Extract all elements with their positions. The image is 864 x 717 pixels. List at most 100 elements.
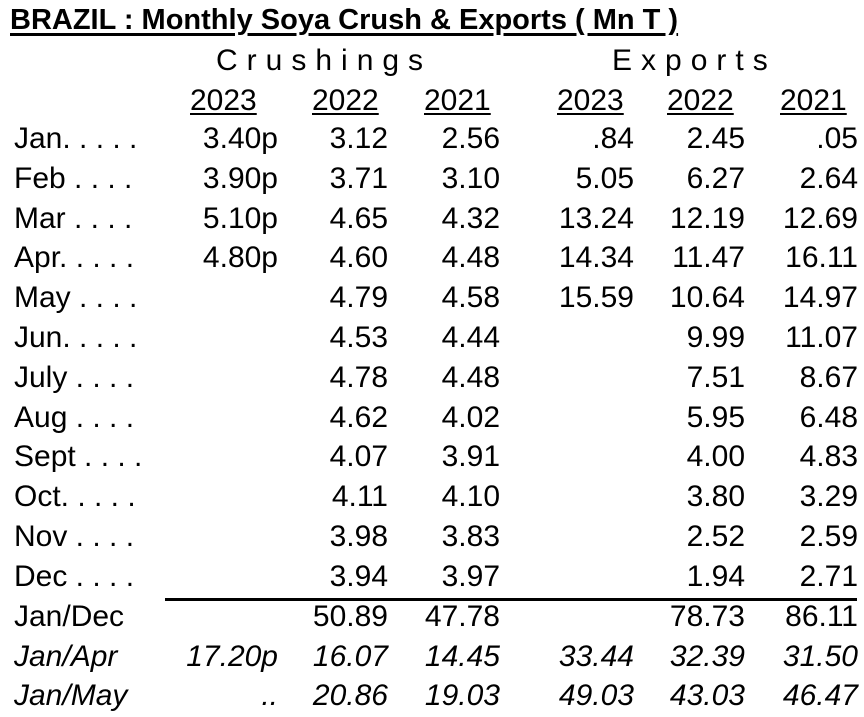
cell-exports-2022: 78.73 <box>669 600 745 633</box>
table-row: Oct. . . . . 4.11 4.10 3.80 3.29 <box>0 480 864 518</box>
table-row: Aug . . . . 4.62 4.02 5.95 6.48 <box>0 401 864 439</box>
cell-exports-2021: 16.11 <box>785 241 858 275</box>
cell-exports-2021: 8.67 <box>799 360 858 394</box>
cell-crush-2022: 4.60 <box>329 241 388 275</box>
cell-crush-2023: 3.90p <box>202 161 278 195</box>
cell-exports-2021: 2.59 <box>799 520 858 553</box>
cell-exports-2021: 2.64 <box>799 161 858 195</box>
table-row: Jan. . . . . 3.40p 3.12 2.56 .84 2.45 .05 <box>0 122 864 160</box>
row-label: Dec . . . . <box>14 559 135 593</box>
cell-exports-2021: 86.11 <box>785 600 858 633</box>
row-label: Nov . . . . <box>14 520 135 553</box>
table-row: July . . . . 4.78 4.48 7.51 8.67 <box>0 361 864 399</box>
row-label: Jan/May <box>14 679 128 712</box>
cell-exports-2023: .84 <box>592 122 634 155</box>
cell-crush-2021: 4.10 <box>441 480 500 514</box>
cell-crush-2022: 20.86 <box>312 679 388 712</box>
cell-crush-2023: 3.40p <box>202 122 278 155</box>
cell-crush-2022: 4.62 <box>329 400 388 434</box>
cell-crush-2021: 19.03 <box>424 679 500 712</box>
cell-crush-2022: 4.65 <box>329 201 388 235</box>
cell-crush-2022: 16.07 <box>312 639 388 673</box>
row-label: Jan. . . . . <box>14 122 138 155</box>
table-row: Mar . . . . 5.10p 4.65 4.32 13.24 12.19 12.69 <box>0 202 864 240</box>
cell-crush-2023: 5.10p <box>202 201 278 235</box>
cell-exports-2022: 43.03 <box>669 679 745 712</box>
row-label: Oct. . . . . <box>14 480 136 514</box>
cell-crush-2022: 4.79 <box>329 281 388 315</box>
cell-crush-2022: 4.11 <box>331 480 388 514</box>
cell-exports-2023: 33.44 <box>558 639 634 673</box>
cell-crush-2022: 4.07 <box>329 440 388 474</box>
cell-exports-2023: 14.34 <box>558 241 634 275</box>
cell-crush-2021: 4.02 <box>441 400 500 434</box>
cell-crush-2021: 4.58 <box>441 281 500 315</box>
cell-exports-2022: 2.45 <box>686 122 745 155</box>
table-row: Jan/Dec 50.89 47.78 78.73 86.11 <box>0 600 864 638</box>
cell-exports-2022: 1.94 <box>686 559 745 593</box>
cell-crush-2021: 2.56 <box>441 122 500 155</box>
cell-crush-2021: 3.83 <box>441 520 500 553</box>
cell-crush-2022: 3.94 <box>329 559 388 593</box>
cell-crush-2021: 14.45 <box>424 639 500 673</box>
cell-exports-2021: 12.69 <box>782 201 858 235</box>
cell-exports-2022: 32.39 <box>669 639 745 673</box>
row-label: Apr. . . . . <box>14 241 135 275</box>
exports-year-2022: 2022 <box>667 84 734 117</box>
cell-exports-2022: 5.95 <box>686 400 745 434</box>
row-label: Jan/Dec <box>14 600 125 633</box>
cell-exports-2023: 15.59 <box>558 281 634 315</box>
cell-crush-2023: 4.80p <box>202 241 278 275</box>
exports-group-header: Exports <box>612 44 777 77</box>
cell-exports-2022: 12.19 <box>669 201 745 235</box>
row-label: May . . . . <box>14 281 138 315</box>
table-title: BRAZIL : Monthly Soya Crush & Exports ( … <box>10 4 679 36</box>
cell-crush-2021: 47.78 <box>424 600 500 633</box>
cell-exports-2021: 6.48 <box>799 400 858 434</box>
cell-exports-2022: 10.64 <box>669 281 745 315</box>
row-label: July . . . . <box>14 360 135 394</box>
cell-exports-2023: 49.03 <box>558 679 634 712</box>
table-row: May . . . . 4.79 4.58 15.59 10.64 14.97 <box>0 281 864 319</box>
cell-exports-2022: 3.80 <box>686 480 745 514</box>
cell-exports-2022: 4.00 <box>686 440 745 474</box>
totals-divider <box>165 598 857 601</box>
cell-crush-2021: 3.97 <box>441 559 500 593</box>
cell-exports-2023: 5.05 <box>575 161 634 195</box>
crush-year-2023: 2023 <box>190 84 257 117</box>
cell-exports-2021: 46.47 <box>782 679 858 712</box>
cell-crush-2022: 4.53 <box>329 321 388 354</box>
cell-crush-2022: 50.89 <box>312 600 388 633</box>
table-row: Jun. . . . . 4.53 4.44 9.99 11.07 <box>0 321 864 359</box>
cell-exports-2021: 11.07 <box>785 321 858 354</box>
exports-year-2023: 2023 <box>557 84 624 117</box>
cell-exports-2021: 2.71 <box>799 559 858 593</box>
row-label: Jan/Apr <box>14 639 118 673</box>
cell-crush-2022: 3.98 <box>329 520 388 553</box>
crush-year-2022: 2022 <box>312 84 379 117</box>
cell-exports-2021: 31.50 <box>782 639 858 673</box>
table-row: Dec . . . . 3.94 3.97 1.94 2.71 <box>0 560 864 598</box>
cell-crush-2021: 3.91 <box>441 440 500 474</box>
cell-crush-2022: 3.71 <box>329 161 388 195</box>
row-label: Feb . . . . <box>14 161 133 195</box>
cell-crush-2022: 3.12 <box>329 122 388 155</box>
cell-crush-2023: 17.20p <box>186 639 278 673</box>
cell-exports-2021: .05 <box>816 122 858 155</box>
table-row: Jan/May.. 20.86 19.03 49.03 43.03 46.47 <box>0 679 864 717</box>
cell-exports-2021: 4.83 <box>799 440 858 474</box>
exports-year-2021: 2021 <box>780 84 847 117</box>
row-label: Aug . . . . <box>14 400 135 434</box>
cell-crush-2021: 3.10 <box>441 161 500 195</box>
table-row: Nov . . . . 3.98 3.83 2.52 2.59 <box>0 520 864 558</box>
cell-exports-2022: 2.52 <box>686 520 745 553</box>
cell-exports-2021: 14.97 <box>782 281 858 315</box>
cell-crush-2023: .. <box>261 679 278 712</box>
cell-exports-2022: 9.99 <box>686 321 745 354</box>
cell-exports-2023: 13.24 <box>558 201 634 235</box>
cell-exports-2022: 7.51 <box>686 360 745 394</box>
cell-crush-2021: 4.48 <box>441 241 500 275</box>
crushings-group-header: Crushings <box>216 44 433 77</box>
table-row: Sept . . . . 4.07 3.91 4.00 4.83 <box>0 440 864 478</box>
table-row: Feb . . . . 3.90p 3.71 3.10 5.05 6.27 2.64 <box>0 162 864 200</box>
